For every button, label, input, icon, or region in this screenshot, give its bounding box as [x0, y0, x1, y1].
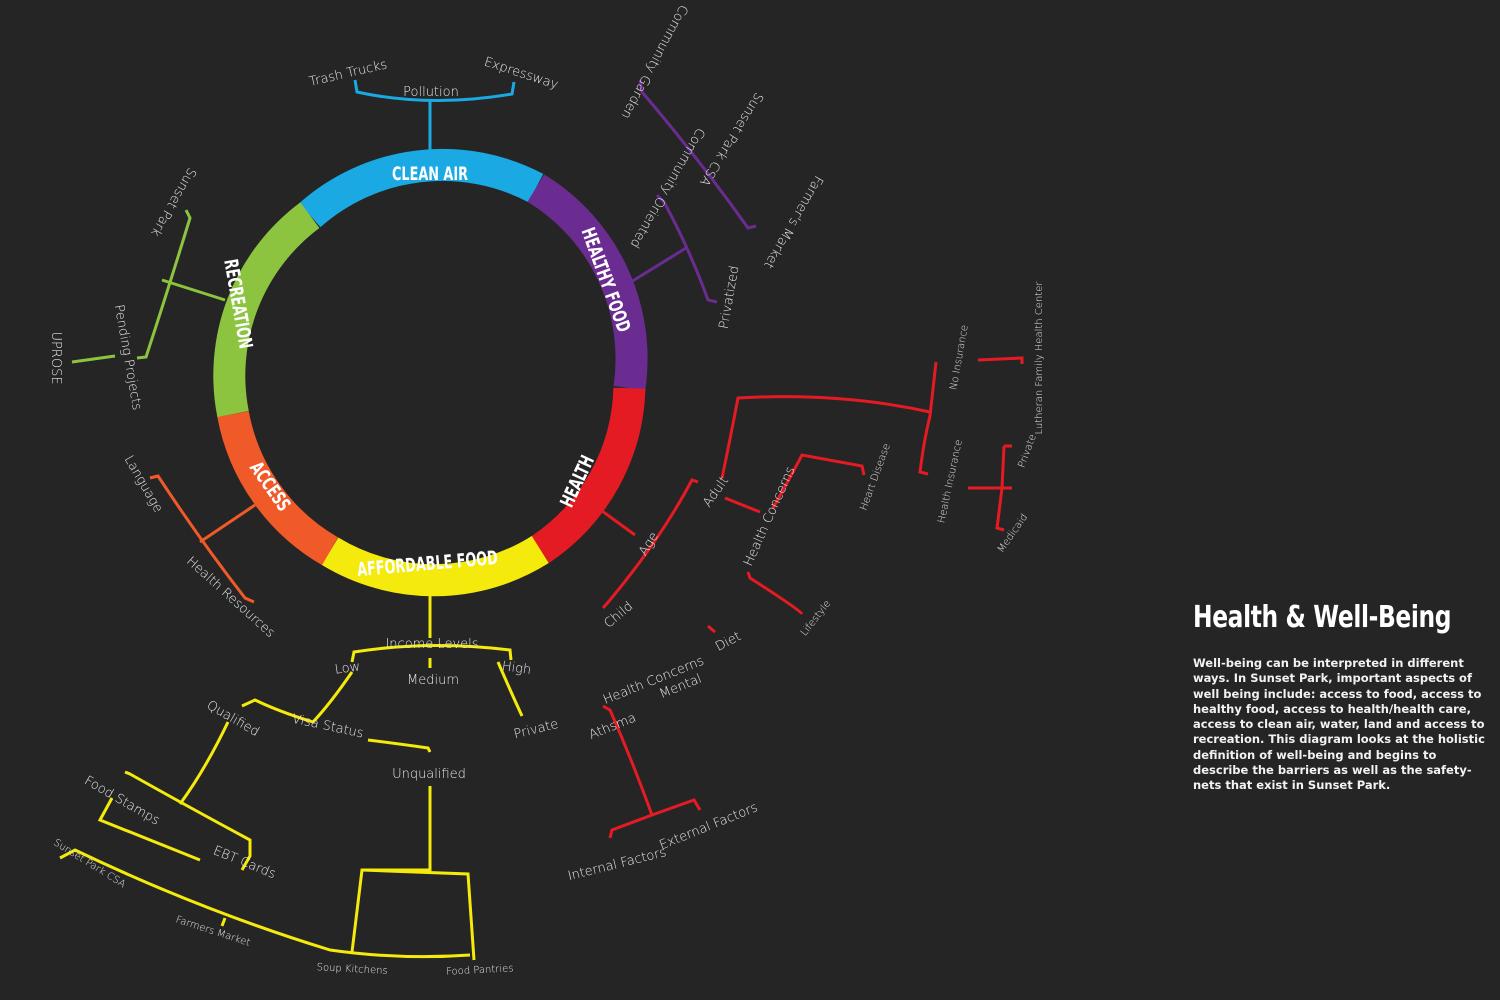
label-sunset-park-csa-food: Sunset Park CSA: [51, 837, 127, 890]
ring-segment-health: [531, 387, 646, 563]
label-health-concerns-adult: Health Concerns: [741, 464, 798, 568]
ring-segment-healthy-food: [527, 174, 648, 391]
label-soup-kitchens: Soup Kitchens: [316, 962, 388, 977]
ring-segment-affordable-food: [321, 535, 549, 597]
label-private-health: Private: [1017, 433, 1039, 470]
label-private-food: Private: [512, 717, 560, 743]
label-medicaid: Medicaid: [996, 512, 1031, 555]
label-adult: Adult: [700, 474, 732, 510]
label-health-resources: Health Resources: [183, 554, 277, 641]
label-ebt-cards: EBT Cards: [211, 843, 278, 882]
label-privatized: Privatized: [717, 265, 743, 331]
label-food-stamps: Food Stamps: [81, 773, 162, 828]
label-income-levels: Income Levels: [385, 637, 478, 652]
label-unqualified: Unqualified: [392, 767, 466, 782]
page-title: Health & Well-Being: [1193, 600, 1452, 635]
label-low: Low: [334, 659, 361, 677]
label-sunset-park-rec: Sunset Park: [147, 165, 199, 239]
label-medium: Medium: [407, 673, 459, 688]
label-diet: Diet: [713, 629, 744, 655]
label-farmers-market-hf: Farmer's Market: [760, 173, 825, 271]
access-branch: [149, 474, 256, 604]
label-high: High: [501, 659, 532, 678]
description-text: Well-being can be interpreted in differe…: [1193, 656, 1485, 793]
recreation-branch: [71, 209, 226, 364]
ring-segment-access: [217, 410, 339, 566]
label-community-garden: Community Garden: [618, 2, 691, 121]
label-lutheran-1: Lutheran Family Health Center: [1034, 281, 1045, 435]
label-expressway: Expressway: [482, 55, 560, 93]
label-uprose: UPROSE: [48, 331, 63, 384]
health-branch: [597, 356, 1024, 839]
affordable-food-branch: [59, 588, 524, 961]
clean-air-branch: [353, 79, 516, 153]
label-trash-trucks: Trash Trucks: [308, 57, 389, 90]
label-community-oriented-1: Community Oriented: [626, 125, 707, 250]
label-lifestyle: Lifestyle: [799, 599, 834, 639]
label-language: Language: [121, 453, 166, 515]
central-ring: [213, 148, 648, 597]
label-visa-status: Visa Status: [291, 712, 365, 742]
label-health-insurance-1: Health Insurance: [936, 439, 964, 525]
label-sunset-park-csa-hf: Sunset Park CSA: [696, 89, 766, 188]
label-internal-factors: Internal Factors: [566, 845, 667, 884]
ring-segment-recreation: [213, 202, 320, 418]
segment-label-clean-air: CLEAN AIR: [392, 162, 468, 185]
label-heart-disease: Heart Disease: [858, 442, 892, 512]
label-food-pantries: Food Pantries: [446, 963, 514, 978]
label-no-insurance-1: No Insurance: [948, 324, 970, 391]
label-qualified: Qualified: [204, 698, 262, 740]
ring-segment-clean-air: [299, 148, 544, 228]
label-pollution: Pollution: [403, 85, 459, 100]
healthy-food-branch: [625, 79, 757, 304]
